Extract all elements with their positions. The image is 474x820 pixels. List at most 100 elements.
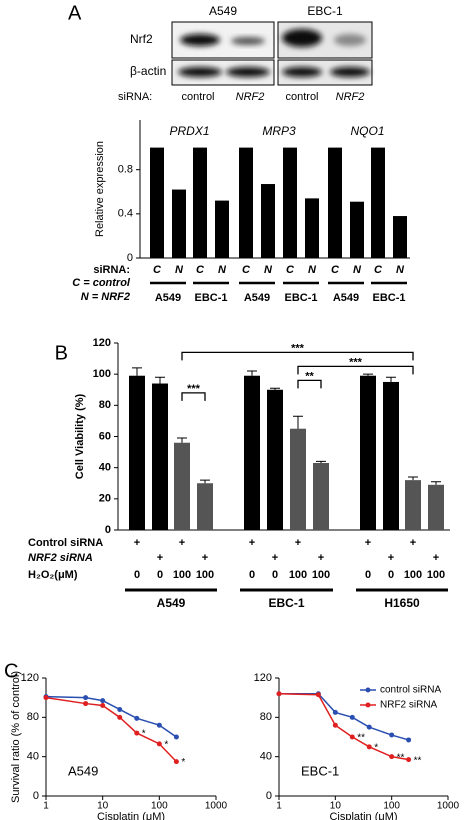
category-label: C bbox=[242, 264, 251, 276]
error-bar bbox=[431, 481, 441, 485]
y-axis-label: Cell Viability (%) bbox=[74, 393, 86, 479]
treatment-value: + bbox=[365, 537, 371, 549]
error-bar bbox=[155, 376, 165, 384]
significance-label: * bbox=[181, 757, 185, 768]
bar bbox=[152, 383, 168, 530]
bar bbox=[244, 375, 260, 530]
treatment-value: 100 bbox=[196, 569, 214, 581]
bar bbox=[405, 480, 421, 530]
treatment-value: + bbox=[272, 552, 278, 564]
data-point bbox=[276, 691, 282, 697]
pair-label: A549 bbox=[155, 292, 181, 304]
data-point bbox=[117, 714, 123, 720]
data-point bbox=[332, 709, 338, 715]
y-tick-label: 0.8 bbox=[118, 164, 133, 176]
group-title: MRP3 bbox=[262, 124, 296, 138]
error-bar bbox=[316, 460, 326, 463]
y-tick-label: 0 bbox=[105, 524, 111, 536]
bar bbox=[328, 147, 342, 258]
blot-cell-line: EBC-1 bbox=[307, 4, 343, 18]
y-axis-label: Survival ratio (% of control) bbox=[10, 671, 22, 803]
bar bbox=[428, 484, 444, 530]
category-label: N bbox=[175, 264, 184, 276]
significance-label: ** bbox=[357, 733, 365, 744]
x-tick-label: 100 bbox=[151, 801, 168, 812]
data-point bbox=[315, 692, 321, 698]
x-tick-label: 10 bbox=[330, 801, 342, 812]
category-label: C bbox=[153, 264, 162, 276]
significance-label: * bbox=[142, 729, 146, 740]
bar bbox=[174, 442, 190, 530]
bar bbox=[172, 189, 186, 258]
key-text: C = control bbox=[72, 277, 131, 289]
treatment-value: + bbox=[249, 537, 255, 549]
data-point bbox=[366, 724, 372, 730]
panel-letter: A bbox=[68, 2, 82, 24]
data-point bbox=[83, 695, 89, 701]
bar bbox=[239, 147, 253, 258]
treatment-value: + bbox=[202, 552, 208, 564]
bar bbox=[261, 184, 275, 258]
treatment-label: Control siRNA bbox=[28, 537, 103, 549]
category-label: C bbox=[374, 264, 383, 276]
treatment-value: 100 bbox=[173, 569, 191, 581]
key-text: N = NRF2 bbox=[81, 291, 130, 303]
data-point bbox=[156, 741, 162, 747]
pair-label: A549 bbox=[244, 292, 270, 304]
panel-letter: B bbox=[55, 342, 68, 364]
y-tick-label: 40 bbox=[27, 751, 39, 763]
legend-label: NRF2 siRNA bbox=[380, 700, 438, 711]
bar bbox=[150, 147, 164, 258]
row-label: siRNA: bbox=[93, 264, 130, 276]
significance-bracket bbox=[297, 365, 414, 375]
blot-lane: NRF2 bbox=[336, 91, 365, 103]
blot-lane: control bbox=[285, 91, 318, 103]
data-point bbox=[83, 701, 89, 707]
treatment-value: + bbox=[433, 552, 439, 564]
error-bar bbox=[177, 437, 187, 443]
treatment-value: + bbox=[410, 537, 416, 549]
error-bar bbox=[132, 367, 142, 376]
group-title: NQO1 bbox=[350, 124, 384, 138]
pair-label: EBC-1 bbox=[372, 292, 405, 304]
blot-lane: control bbox=[181, 91, 214, 103]
x-tick-label: 1 bbox=[43, 801, 49, 812]
bar bbox=[313, 462, 329, 530]
pair-label: A549 bbox=[333, 292, 359, 304]
group-label: EBC-1 bbox=[268, 596, 304, 610]
y-tick-label: 80 bbox=[99, 399, 111, 411]
y-tick-label: 100 bbox=[93, 368, 111, 380]
treatment-value: 100 bbox=[427, 569, 445, 581]
significance-label: *** bbox=[187, 383, 201, 395]
data-point bbox=[349, 734, 355, 740]
y-tick-label: 0.4 bbox=[118, 208, 133, 220]
treatment-value: + bbox=[157, 552, 163, 564]
treatment-value: 0 bbox=[134, 569, 140, 581]
category-label: N bbox=[396, 264, 405, 276]
data-point bbox=[100, 698, 106, 704]
significance-bracket bbox=[297, 379, 322, 389]
y-tick-label: 120 bbox=[93, 337, 111, 349]
bar bbox=[215, 200, 229, 258]
significance-label: * bbox=[164, 740, 168, 751]
x-tick-label: 100 bbox=[383, 801, 400, 812]
data-point bbox=[100, 703, 106, 709]
y-tick-label: 40 bbox=[260, 751, 272, 763]
data-point bbox=[389, 754, 395, 760]
significance-label: ** bbox=[305, 370, 314, 382]
x-axis-label: Cisplatin (μM) bbox=[97, 811, 165, 820]
data-point bbox=[117, 706, 123, 712]
blot-row-label: β-actin bbox=[130, 64, 166, 78]
significance-label: * bbox=[374, 742, 378, 753]
data-point bbox=[406, 757, 412, 763]
significance-label: ** bbox=[397, 752, 405, 763]
category-label: N bbox=[353, 264, 362, 276]
treatment-value: 0 bbox=[249, 569, 255, 581]
treatment-value: + bbox=[179, 537, 185, 549]
category-label: C bbox=[331, 264, 340, 276]
significance-label: *** bbox=[291, 342, 305, 354]
data-point bbox=[173, 759, 179, 765]
series-line bbox=[45, 695, 177, 738]
error-bar bbox=[293, 415, 303, 429]
bar bbox=[193, 147, 207, 258]
